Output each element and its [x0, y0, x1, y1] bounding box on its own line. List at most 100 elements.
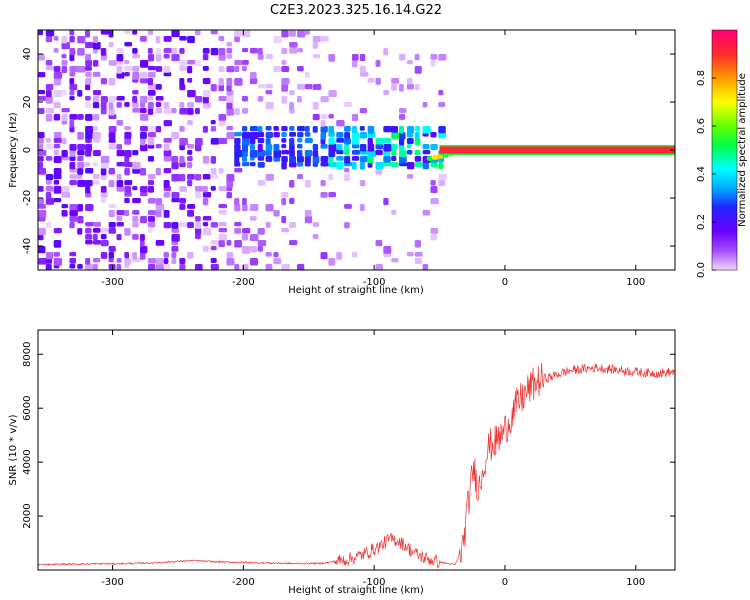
- spectrogram-cell: [124, 138, 131, 145]
- spectrogram-cell: [422, 144, 430, 150]
- spectrogram-cell: [375, 78, 381, 85]
- spectrogram-cell: [140, 144, 148, 152]
- spectrogram-cell: [414, 138, 421, 146]
- spectrogram-cell: [242, 234, 249, 241]
- spectrogram-xlabel: Height of straight line (km): [288, 285, 424, 296]
- spectrogram-cell: [171, 246, 179, 252]
- spectrogram-cell: [210, 126, 217, 132]
- spectrogram-cell: [328, 192, 336, 198]
- spectrogram-cell: [281, 228, 289, 233]
- spectrogram-cell: [53, 252, 60, 257]
- spectrogram-cell: [265, 102, 274, 110]
- spectrogram-cell: [179, 204, 186, 210]
- spectrogram-cell: [344, 138, 351, 145]
- spectrogram-cell: [38, 162, 44, 169]
- spectrogram-cell: [85, 78, 92, 85]
- spectrogram-cell: [367, 156, 374, 164]
- spectrogram-cell: [289, 162, 297, 168]
- spectrogram-cell: [69, 66, 78, 73]
- spectrogram-cell: [100, 252, 108, 259]
- spectrogram-cell: [257, 144, 263, 152]
- spectrogram-cell: [328, 126, 335, 134]
- spectrogram-cell: [406, 60, 413, 65]
- spectrogram-cell: [108, 96, 117, 103]
- spectrogram-cell: [171, 54, 180, 62]
- spectrogram-cell: [147, 258, 156, 264]
- spectrogram-cell: [85, 186, 91, 194]
- spectrogram-cell: [77, 180, 86, 187]
- spectrogram-cell: [171, 132, 180, 140]
- spectrogram-cell: [399, 114, 406, 120]
- spectrogram-cell: [249, 48, 258, 54]
- spectrogram-cell: [140, 234, 145, 241]
- spectrogram-cell: [69, 120, 75, 128]
- spectrogram-cell: [234, 36, 240, 43]
- spectrogram-xtick-label: 100: [626, 277, 645, 288]
- spectrogram-cell: [281, 78, 290, 85]
- spectrogram-cell: [179, 156, 185, 164]
- spectrogram-cell: [195, 186, 204, 192]
- spectrogram-cell: [147, 108, 154, 115]
- spectrogram-cell: [226, 102, 233, 110]
- spectrogram-cell: [289, 42, 298, 48]
- spectrogram-cell: [69, 36, 75, 43]
- spectrogram-cell: [234, 198, 240, 206]
- spectrogram-cell: [257, 132, 265, 138]
- spectrogram-cell: [218, 204, 228, 209]
- spectrogram-cell: [328, 156, 334, 164]
- spectrogram-cell: [359, 180, 366, 187]
- spectrogram-cell: [85, 144, 93, 152]
- spectrogram-cell: [140, 252, 146, 260]
- spectrogram-cell: [163, 102, 170, 109]
- snr-xtick-label: -300: [101, 577, 124, 588]
- spectrogram-cell: [147, 138, 155, 146]
- spectrogram-cell: [179, 108, 188, 115]
- chart-title: C2E3.2023.325.16.14.G22: [270, 3, 442, 18]
- spectrogram-cell: [383, 156, 391, 163]
- spectrogram-cell: [265, 84, 273, 89]
- spectrogram-cell: [359, 156, 368, 163]
- colorbar-gradient: [711, 29, 738, 271]
- spectrogram-cell: [140, 36, 147, 42]
- spectrogram-cell: [399, 138, 405, 146]
- spectrogram-cell: [210, 258, 217, 263]
- spectrogram-cell: [320, 126, 328, 133]
- spectrogram-cell: [147, 180, 155, 186]
- spectrogram-cell: [147, 156, 154, 162]
- spectrogram-cell: [375, 240, 383, 247]
- spectrogram-cell: [359, 132, 367, 139]
- spectrogram-cell: [257, 156, 265, 161]
- spectrogram-cell: [281, 156, 288, 163]
- spectrogram-cell: [45, 264, 52, 270]
- spectrogram-cell: [108, 168, 115, 175]
- spectrogram-cell: [422, 126, 431, 134]
- spectrogram-cell: [328, 114, 334, 119]
- spectrogram-cell: [249, 234, 259, 242]
- spectrogram-cell: [414, 162, 423, 167]
- spectrogram-cell: [430, 60, 436, 67]
- spectrogram-cell: [367, 150, 376, 158]
- spectrogram-cell: [242, 144, 249, 152]
- spectrogram-cell: [273, 252, 279, 258]
- spectrogram-cell: [344, 174, 351, 182]
- spectrogram-cell: [195, 192, 202, 199]
- spectrogram-cell: [195, 222, 202, 229]
- spectrogram-cell: [69, 174, 78, 180]
- spectrogram-cell: [147, 30, 154, 35]
- spectrogram-cell: [77, 174, 83, 179]
- spectrogram-ytick-label: 0: [22, 147, 33, 153]
- spectrogram-cell: [179, 174, 186, 182]
- spectrogram-cell: [406, 138, 414, 144]
- spectrogram-cell: [38, 234, 44, 241]
- spectrogram-cell: [351, 132, 360, 140]
- spectrogram-cell: [140, 60, 149, 68]
- spectrogram-cell: [210, 120, 216, 125]
- spectrogram-cell: [328, 174, 334, 181]
- snr-panel: -300 -200 -100 0 100 2000 4000 6000 8000 Height …: [8, 329, 676, 596]
- spectrogram-cell: [147, 174, 156, 180]
- spectrogram-cell: [391, 132, 400, 139]
- spectrogram-cell: [414, 66, 422, 74]
- spectrogram-cell: [61, 210, 68, 217]
- spectrogram-cell: [234, 168, 243, 173]
- spectrogram-cell: [140, 216, 147, 224]
